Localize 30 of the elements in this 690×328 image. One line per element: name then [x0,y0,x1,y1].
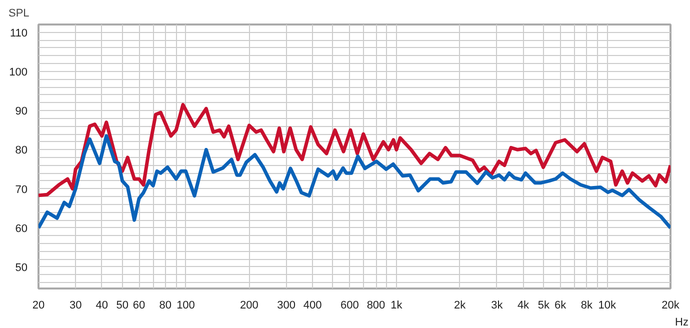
x-tick-label: 8k [580,300,593,312]
y-tick-label: 60 [15,222,28,235]
x-tick-label: 10k [598,300,616,312]
y-tick-label: 80 [15,144,28,157]
x-tick-label: 50 [116,300,128,312]
x-tick-label: 5k [538,300,550,312]
x-tick-label: 4k [517,300,530,312]
y-tick-label: 110 [10,27,28,40]
x-tick-label: 6k [554,300,567,312]
x-tick-label: 60 [132,300,146,312]
x-tick-label: 3k [491,300,504,312]
x-tick-label: 600 [340,300,359,312]
y-tick-label: 100 [9,66,28,78]
x-axis-title: Hz [675,316,689,328]
x-tick-label: 20k [662,300,680,312]
x-tick-label: 800 [366,300,386,312]
x-tick-label: 40 [96,300,108,312]
x-tick-label: 400 [303,300,322,312]
x-tick-label: 80 [159,300,172,312]
x-tick-label: 300 [277,300,296,312]
y-tick-label: 70 [15,184,28,196]
x-tick-label: 200 [240,300,258,312]
y-tick-label: 50 [15,262,28,274]
x-tick-label: 2k [454,300,466,312]
y-axis-title: SPL [8,8,30,20]
x-tick-label: 30 [69,300,82,312]
x-tick-label: 100 [176,300,195,312]
y-tick-label: 90 [15,106,28,118]
x-tick-label: 20 [32,300,45,312]
x-tick-label: 1k [390,300,403,312]
